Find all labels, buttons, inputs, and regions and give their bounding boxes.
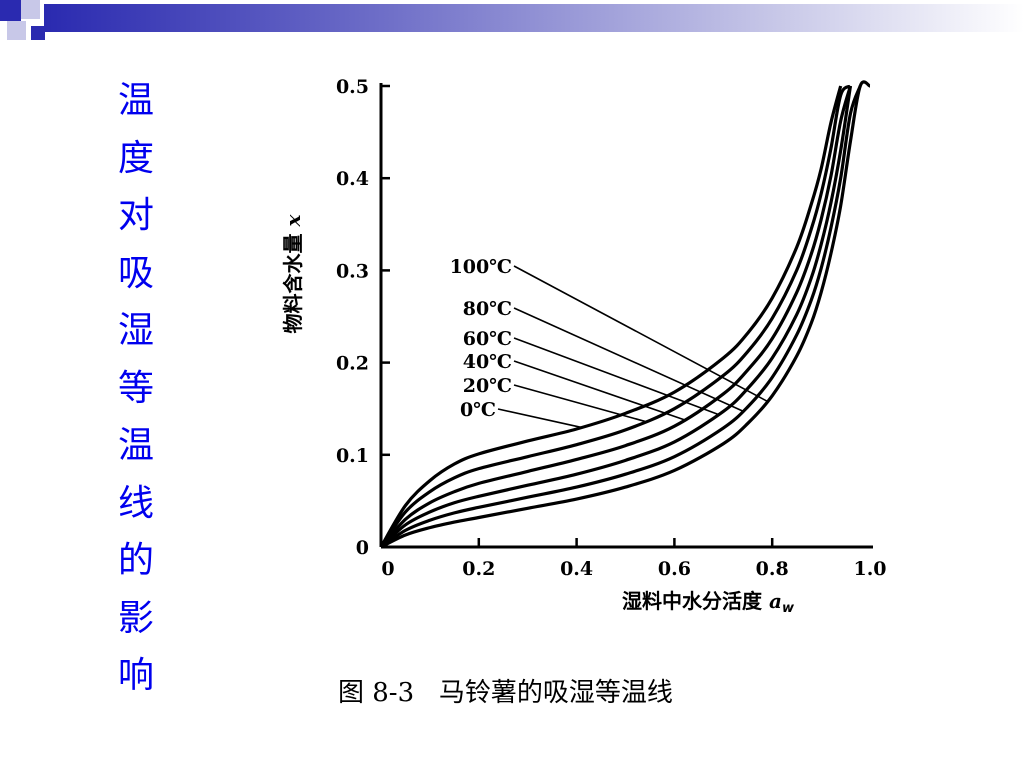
x-axis-label: 湿料中水分活度 aw — [622, 589, 795, 616]
y-tick-label: 0.2 — [336, 353, 369, 375]
title-char: 等 — [117, 367, 154, 409]
annotation-leader — [513, 384, 646, 423]
annotation-label: 100℃ — [450, 256, 512, 278]
y-tick-label: 0.5 — [336, 76, 369, 98]
series-line-4 — [380, 85, 862, 549]
title-char: 响 — [117, 655, 154, 696]
series-line-2 — [379, 85, 852, 549]
x-tick-label: 0.6 — [658, 558, 691, 580]
annotation-leader — [513, 337, 719, 416]
annotation-leader — [513, 307, 744, 412]
annotation-leader — [513, 360, 685, 421]
series-line-3 — [379, 85, 853, 549]
corner-square-dark-2 — [31, 26, 45, 40]
header-gradient-band — [44, 4, 1024, 32]
figure-caption: 图 8-3 马铃薯的吸湿等温线 — [338, 678, 673, 708]
annotation-leader — [497, 408, 582, 429]
title-char: 影 — [117, 597, 154, 639]
corner-square-light-2 — [7, 21, 26, 40]
y-tick-label: 0.4 — [336, 168, 369, 190]
corner-square-light — [21, 0, 40, 19]
title-char: 湿 — [117, 310, 154, 351]
y-tick-label: 0.1 — [336, 445, 369, 467]
title-char: 对 — [117, 195, 154, 236]
annotation-label: 60℃ — [463, 328, 512, 350]
series-line-0 — [379, 85, 843, 548]
title-char: 温 — [117, 425, 154, 466]
series-line-5 — [380, 80, 871, 549]
y-tick-label: 0.3 — [336, 260, 369, 282]
y-tick-label: 0 — [356, 537, 369, 559]
x-tick-label: 0 — [381, 558, 394, 580]
corner-square-dark — [0, 0, 21, 21]
annotation-label: 40℃ — [463, 351, 512, 373]
annotation-label: 0℃ — [460, 399, 496, 421]
title-char: 的 — [117, 540, 154, 581]
annotation-label: 20℃ — [463, 375, 512, 397]
annotation-leader — [513, 265, 768, 403]
title-char: 度 — [117, 137, 154, 179]
y-axis-label: 物料含水量 x — [281, 213, 305, 333]
x-tick-label: 0.2 — [462, 558, 495, 580]
title-char: 温 — [117, 80, 154, 121]
x-tick-label: 0.8 — [756, 558, 789, 580]
annotation-label: 80℃ — [463, 298, 512, 320]
x-tick-label: 0.4 — [560, 558, 593, 580]
title-char: 线 — [117, 482, 154, 524]
title-char: 吸 — [117, 252, 154, 294]
slide-title-vertical: 温度对吸湿等温线的影响 — [108, 76, 164, 709]
x-tick-label: 1.0 — [853, 558, 886, 580]
